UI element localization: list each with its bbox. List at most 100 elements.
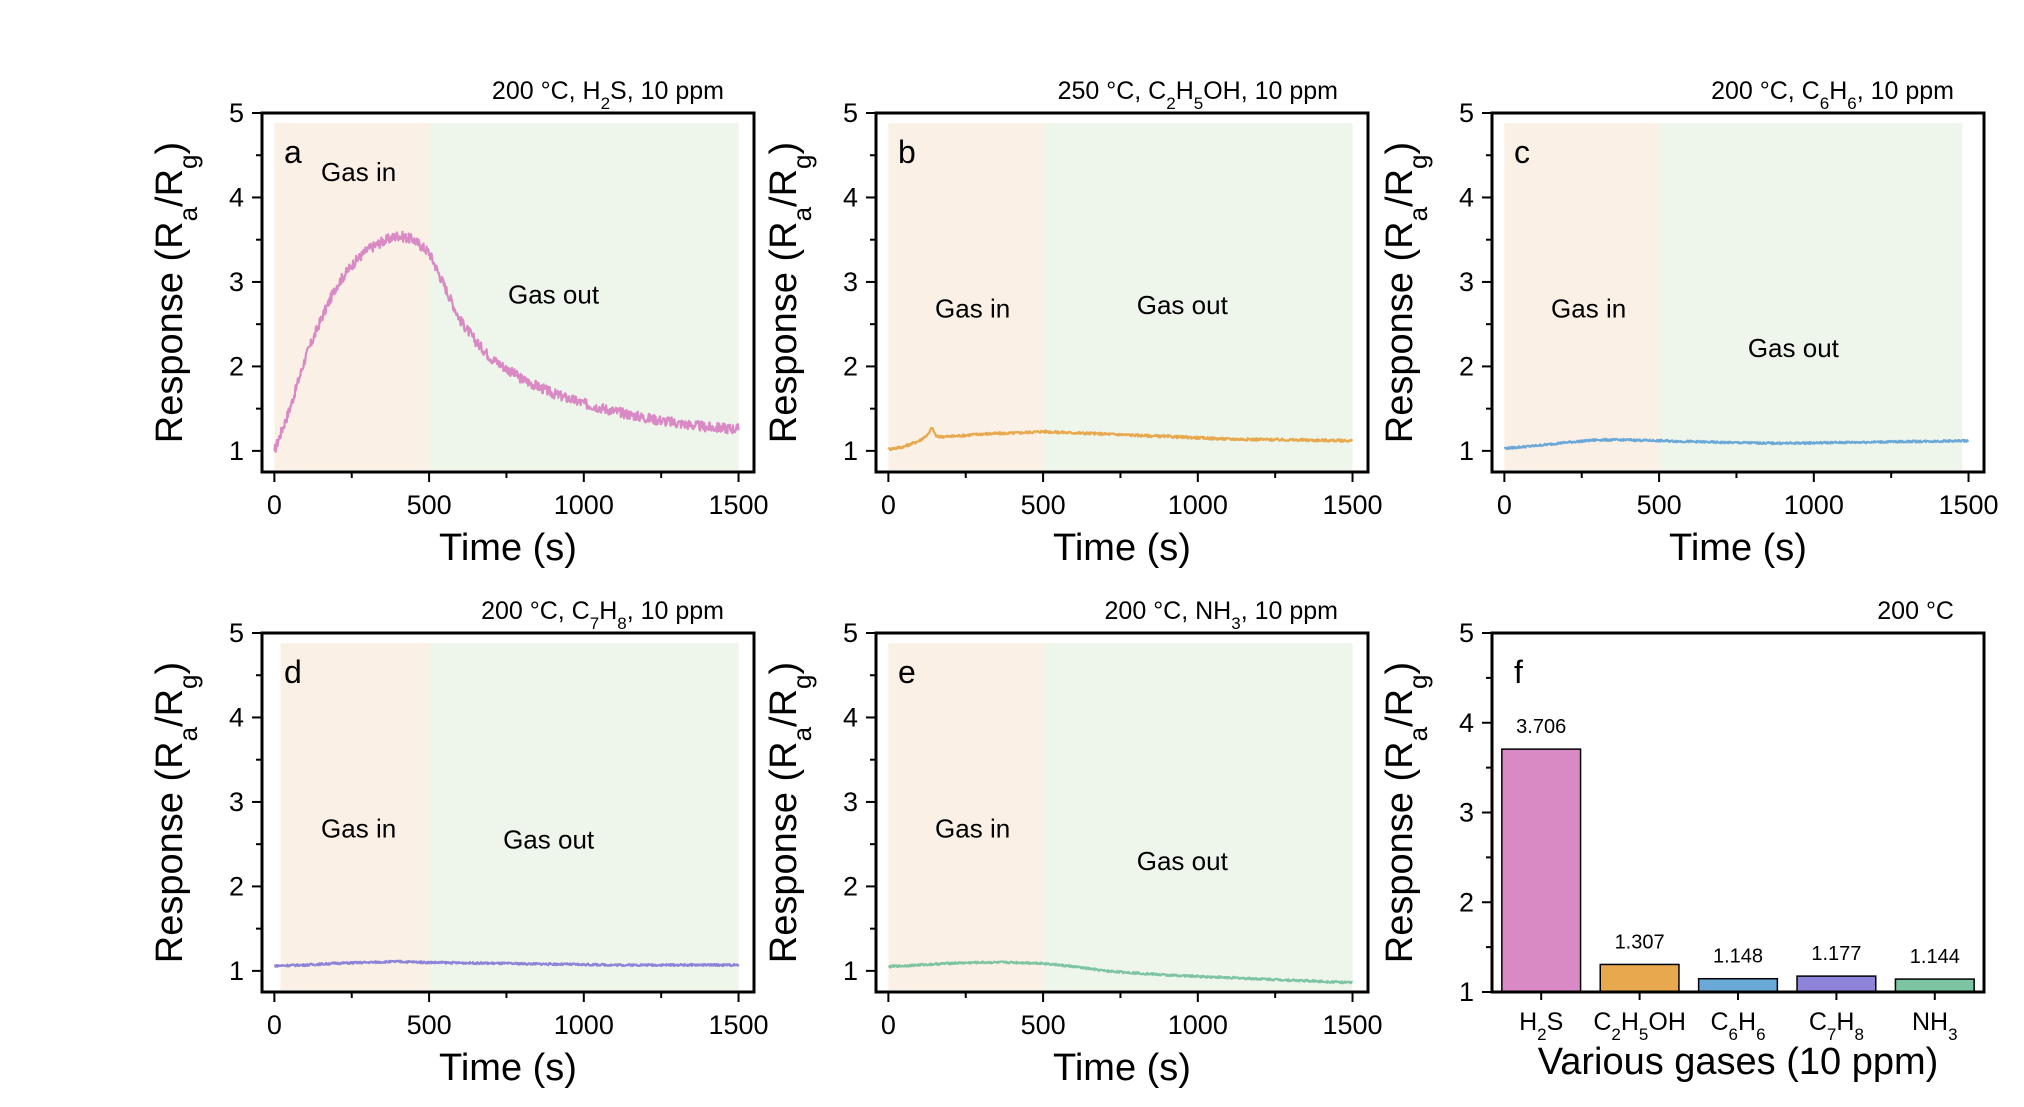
panel-title: 200 °C, H2S, 10 ppm (492, 77, 724, 113)
x-tick-label: 0 (881, 1010, 896, 1040)
y-tick-label: 1 (843, 956, 858, 986)
panel-title: 200 °C, NH3, 10 ppm (1105, 597, 1338, 633)
x-tick-label: 1000 (1784, 490, 1844, 520)
y-tick-label: 5 (229, 98, 244, 128)
y-tick-label: 3 (229, 787, 244, 817)
y-axis-label: Response (Ra/Rg) (763, 142, 817, 443)
panel-c: 0 500 1000 1500 Time (s) Gas in Gas out 1 2 3 4 5 Re… (1379, 77, 1999, 569)
x-tick-label: 1500 (1322, 490, 1382, 520)
y-tick-label: 1 (1459, 436, 1474, 466)
gas-in-label: Gas in (1551, 294, 1626, 324)
y-tick-label: 4 (843, 182, 858, 212)
response-curve-d (273, 959, 740, 968)
y-tick-label: 1 (843, 436, 858, 466)
panel-a: 0 500 1000 1500 Time (s) Gas in Gas out 1 2 3 4 5 Re… (149, 77, 769, 569)
panel-letter: d (284, 654, 302, 690)
y-axis-label: Response (Ra/Rg) (1379, 662, 1433, 963)
x-tick-label: 1500 (1322, 1010, 1382, 1040)
response-curve-e (887, 960, 1353, 985)
plot-frame (260, 631, 756, 994)
x-tick-label: 0 (1497, 490, 1512, 520)
y-tick-label: 2 (1459, 351, 1474, 381)
panel-b: 0 500 1000 1500 Time (s) Gas in Gas out 1 2 3 4 5 Re… (763, 77, 1383, 569)
panel-letter: a (284, 134, 302, 170)
y-tick-label: 5 (1459, 618, 1474, 648)
response-curve-b (887, 426, 1354, 452)
gas-out-label: Gas out (508, 279, 600, 309)
x-axis-label: Time (s) (439, 527, 577, 569)
plot-frame (874, 111, 1370, 474)
y-tick-label: 3 (229, 267, 244, 297)
panel-letter: c (1514, 134, 1530, 170)
gas-out-label: Gas out (1137, 846, 1229, 876)
y-tick-label: 3 (1459, 267, 1474, 297)
y-tick-label: 2 (843, 351, 858, 381)
y-axis-label: Response (Ra/Rg) (1379, 142, 1433, 443)
gas-in-region (888, 123, 1044, 470)
x-tick-label: 500 (1021, 490, 1066, 520)
x-tick-label: 1000 (1168, 490, 1228, 520)
category-label: C6H6 (1710, 1008, 1765, 1044)
x-tick-label: 500 (1021, 1010, 1066, 1040)
panel-d: 0 500 1000 1500 Time (s) Gas in Gas out 1 2 3 4 5 Re… (149, 597, 769, 1089)
x-tick-label: 500 (1637, 490, 1682, 520)
y-tick-label: 2 (229, 351, 244, 381)
bar-value-label: 1.148 (1713, 946, 1763, 968)
gas-out-region (1043, 123, 1353, 470)
response-curve-c (1503, 437, 1969, 451)
gas-out-region (429, 643, 739, 990)
x-tick-label: 1000 (554, 1010, 614, 1040)
x-axis-label: Time (s) (1053, 527, 1191, 569)
y-tick-label: 2 (843, 871, 858, 901)
x-tick-label: 0 (881, 490, 896, 520)
y-axis-label: Response (Ra/Rg) (149, 142, 203, 443)
y-tick-label: 2 (229, 871, 244, 901)
x-tick-label: 0 (267, 1010, 282, 1040)
y-tick-label: 4 (1459, 708, 1474, 738)
gas-in-label: Gas in (935, 294, 1010, 324)
gas-out-region (1043, 643, 1353, 990)
panel-letter: e (898, 654, 916, 690)
gas-in-label: Gas in (321, 814, 396, 844)
y-tick-label: 5 (843, 618, 858, 648)
gas-out-region (1659, 123, 1963, 470)
bar-1 (1599, 963, 1680, 993)
x-tick-label: 500 (407, 490, 452, 520)
x-tick-label: 1500 (708, 490, 768, 520)
bar-value-label: 1.144 (1910, 946, 1960, 968)
panel-f: 3.706 H2S 1.307 C2H5OH 1.148 C6H6 1.177 C7H8 1.1… (1379, 597, 1986, 1083)
y-tick-label: 4 (229, 702, 244, 732)
panel-e: 0 500 1000 1500 Time (s) Gas in Gas out 1 2 3 4 5 Re… (763, 597, 1383, 1089)
bar-value-label: 3.706 (1516, 716, 1566, 738)
bar-value-label: 1.177 (1811, 943, 1861, 965)
panel-letter: b (898, 134, 916, 170)
x-axis-label: Time (s) (439, 1047, 577, 1089)
x-tick-label: 1000 (1168, 1010, 1228, 1040)
gas-in-region (280, 643, 430, 990)
y-tick-label: 4 (229, 182, 244, 212)
y-tick-label: 4 (1459, 182, 1474, 212)
y-tick-label: 1 (229, 436, 244, 466)
x-tick-label: 1500 (708, 1010, 768, 1040)
y-tick-label: 3 (843, 787, 858, 817)
gas-in-label: Gas in (935, 814, 1010, 844)
y-tick-label: 4 (843, 702, 858, 732)
response-curve-a (273, 230, 740, 453)
plot-frame (874, 631, 1370, 994)
x-axis-label: Time (s) (1053, 1047, 1191, 1089)
gas-out-label: Gas out (1748, 333, 1840, 363)
gas-in-label: Gas in (321, 157, 396, 187)
bar-3 (1796, 975, 1877, 993)
gas-in-region (888, 643, 1044, 990)
y-tick-label: 5 (843, 98, 858, 128)
plot-frame (1490, 631, 1986, 994)
y-axis-label: Response (Ra/Rg) (149, 662, 203, 963)
x-tick-label: 1500 (1938, 490, 1998, 520)
y-tick-label: 5 (229, 618, 244, 648)
category-label: C7H8 (1809, 1008, 1864, 1044)
x-axis-label: Various gases (10 ppm) (1538, 1041, 1939, 1083)
x-tick-label: 1000 (554, 490, 614, 520)
bar-value-label: 1.307 (1615, 931, 1665, 953)
plot-frame (260, 111, 756, 474)
gas-out-region (429, 123, 739, 470)
